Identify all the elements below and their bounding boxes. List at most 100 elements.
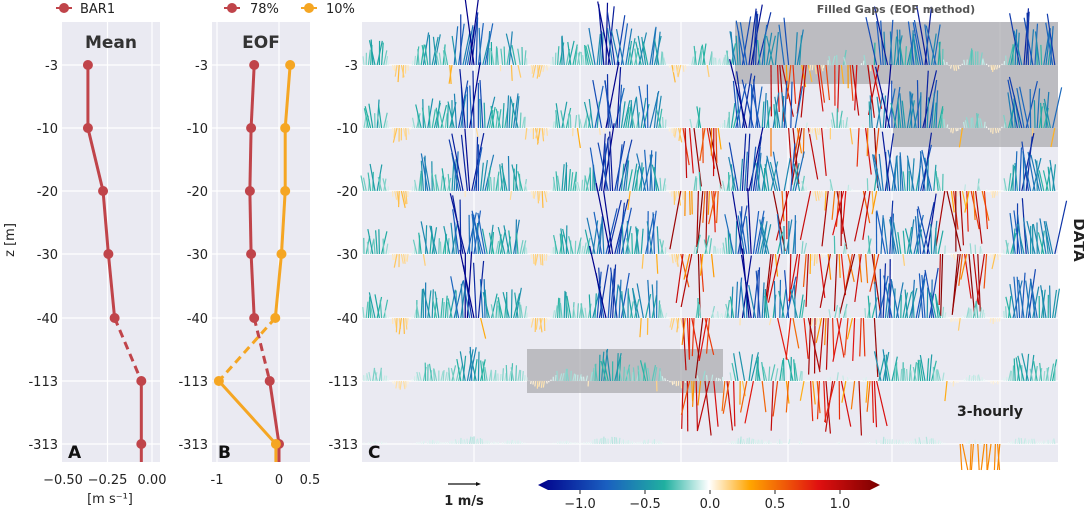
quiver-arrow [1018, 279, 1025, 319]
quiver-arrow [691, 380, 695, 407]
quiver-arrow [435, 51, 440, 66]
quiver-arrow [693, 245, 697, 255]
quiver-arrow [1007, 92, 1014, 129]
quiver-arrow [880, 20, 884, 66]
quiver-arrow [781, 368, 784, 382]
quiver-arrow [537, 190, 540, 204]
quiver-arrow [914, 216, 919, 255]
quiver-arrow [387, 123, 389, 129]
quiver-arrow [731, 191, 743, 255]
quiver-arrow [761, 223, 770, 255]
quiver-arrow [816, 380, 820, 420]
quiver-arrow [367, 49, 371, 66]
quiver-arrow [871, 380, 875, 423]
quiver-arrow [405, 317, 408, 330]
quiver-arrow [833, 253, 838, 312]
quiver-arrow [462, 280, 471, 319]
quiver-arrow [1049, 159, 1056, 192]
quiver-arrow [928, 439, 931, 445]
quiver-arrow [1016, 88, 1025, 129]
quiver-arrow [726, 117, 730, 129]
quiver-arrow [1033, 438, 1036, 445]
quiver-arrow [393, 253, 398, 268]
quiver-arrow [656, 109, 662, 129]
quiver-arrow [721, 380, 726, 412]
quiver-arrow [975, 301, 979, 319]
quiver-arrow [376, 114, 380, 129]
quiver-arrow [443, 225, 451, 255]
quiver-arrow [895, 364, 900, 382]
quiver-arrow [542, 64, 545, 72]
quiver-arrow [684, 253, 687, 260]
quiver-arrow [781, 92, 787, 129]
quiver-arrow [695, 234, 701, 255]
quiver-arrow [420, 153, 429, 192]
quiver-arrow [980, 248, 983, 255]
quiver-arrow [604, 143, 607, 192]
quiver-arrow [1009, 13, 1021, 66]
quiver-arrow [422, 440, 425, 445]
quiver-arrow [473, 359, 478, 382]
quiver-arrow [755, 13, 759, 66]
quiver-arrow [598, 127, 601, 136]
quiver-arrow [829, 179, 834, 192]
quiver-arrow [815, 317, 823, 343]
quiver-arrow [952, 317, 955, 322]
quiver-arrow [530, 317, 534, 328]
quiver-arrow [466, 212, 477, 255]
quiver-arrow [959, 190, 965, 246]
quiver-arrow [942, 59, 946, 66]
quiver-arrow [538, 317, 543, 330]
quiver-arrow [484, 366, 488, 382]
series-segment [217, 379, 278, 446]
quiver-arrow [839, 253, 856, 314]
quiver-arrow [651, 164, 660, 192]
quiver-arrow [865, 127, 872, 175]
quiver-arrow [671, 380, 674, 386]
y-tick-label: -113 [328, 375, 358, 390]
quiver-arrow [576, 237, 582, 255]
quiver-arrow [1010, 370, 1012, 382]
quiver-arrow [616, 353, 619, 382]
scale-arrowhead-icon [476, 482, 481, 486]
quiver-arrow [803, 242, 808, 255]
quiver-arrow [768, 366, 771, 382]
quiver-arrow [761, 101, 765, 129]
quiver-arrow [784, 270, 790, 319]
quiver-arrow [459, 249, 475, 319]
quiver-arrow [968, 374, 971, 382]
quiver-arrow [980, 443, 985, 471]
quiver-arrow [552, 176, 556, 192]
quiver-arrow [421, 44, 427, 66]
quiver-arrow [794, 86, 804, 129]
quiver-arrow [664, 378, 666, 382]
quiver-arrow [689, 190, 691, 216]
quiver-arrow [736, 71, 746, 129]
quiver-arrow [1030, 154, 1040, 192]
quiver-arrow [488, 174, 490, 192]
quiver-arrow [463, 439, 466, 445]
quiver-arrow [411, 250, 414, 255]
y-tick-label: -10 [187, 122, 208, 137]
legend-bar1: BAR1 [56, 2, 115, 17]
quiver-arrow [950, 127, 952, 133]
quiver-arrow [594, 364, 598, 382]
quiver-arrow [818, 127, 821, 136]
quiver-arrow [1022, 151, 1032, 192]
quiver-arrow [604, 438, 607, 445]
quiver-arrow [788, 127, 793, 180]
quiver-arrow [1043, 371, 1046, 382]
quiver-arrow [884, 64, 892, 129]
quiver-arrow [1008, 47, 1014, 66]
quiver-arrow [902, 292, 909, 319]
quiver-arrow [453, 93, 457, 129]
quiver-arrow [810, 380, 814, 422]
quiver-arrow [447, 372, 450, 382]
quiver-arrow [821, 127, 827, 177]
quiver-arrow [866, 380, 871, 412]
quiver-arrow [1013, 30, 1023, 66]
quiver-arrow [843, 303, 848, 319]
quiver-arrow [429, 225, 438, 255]
quiver-arrow [1027, 439, 1030, 445]
quiver-arrow [837, 64, 840, 113]
